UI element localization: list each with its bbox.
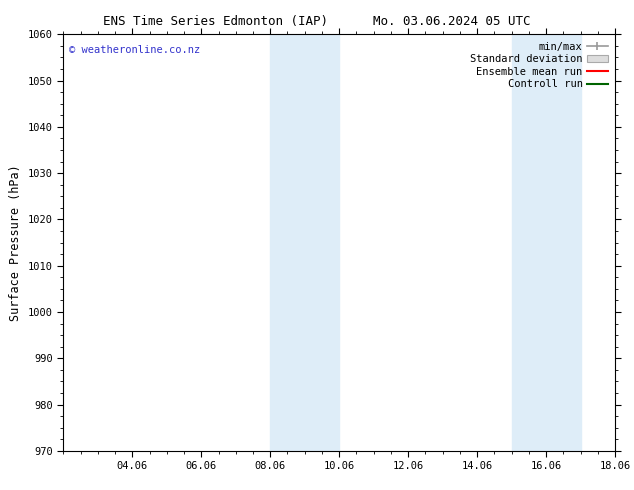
Text: ENS Time Series Edmonton (IAP)      Mo. 03.06.2024 05 UTC: ENS Time Series Edmonton (IAP) Mo. 03.06… bbox=[103, 15, 531, 28]
Text: © weatheronline.co.nz: © weatheronline.co.nz bbox=[69, 45, 200, 55]
Legend: min/max, Standard deviation, Ensemble mean run, Controll run: min/max, Standard deviation, Ensemble me… bbox=[468, 40, 610, 92]
Y-axis label: Surface Pressure (hPa): Surface Pressure (hPa) bbox=[10, 164, 22, 321]
Bar bbox=[270, 34, 339, 451]
Bar bbox=[512, 34, 581, 451]
